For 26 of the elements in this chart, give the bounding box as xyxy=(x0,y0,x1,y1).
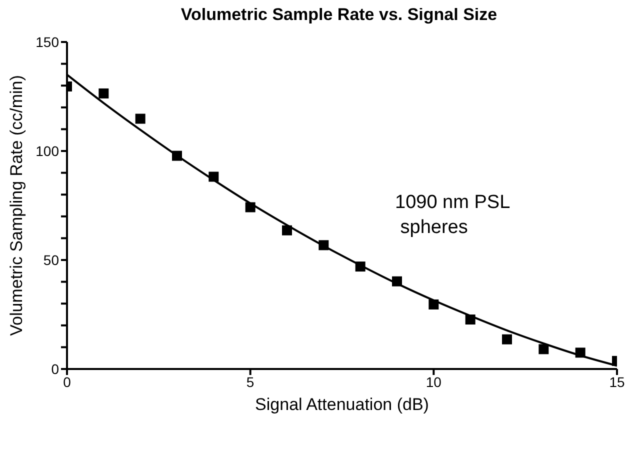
point xyxy=(465,314,476,325)
chart-title: Volumetric Sample Rate vs. Signal Size xyxy=(180,5,498,24)
point xyxy=(318,240,329,250)
y-tick-label: 0 xyxy=(51,360,60,377)
point xyxy=(428,299,439,310)
point xyxy=(538,344,549,354)
y-axis-title: Volumetric Sampling Rate (cc/min) xyxy=(7,75,26,336)
y-tick-label: 100 xyxy=(36,142,60,159)
point xyxy=(502,334,512,344)
annotation: 1090 nm PSL spheres xyxy=(395,192,510,238)
point xyxy=(98,88,109,98)
x-tick-label: 15 xyxy=(609,374,625,390)
x-tick-label: 5 xyxy=(246,374,254,390)
point xyxy=(282,225,292,236)
point xyxy=(355,262,366,272)
point xyxy=(172,150,182,161)
point xyxy=(245,202,256,212)
x-axis-title: Signal Attenuation (dB) xyxy=(255,395,429,414)
point xyxy=(392,276,402,286)
y-tick-label: 50 xyxy=(43,252,60,268)
y-tick-label: 150 xyxy=(36,34,60,50)
point xyxy=(575,348,586,358)
point xyxy=(208,172,219,182)
x-tick-label: 10 xyxy=(426,374,442,390)
point xyxy=(135,114,146,124)
x-tick-label: 0 xyxy=(63,374,72,390)
